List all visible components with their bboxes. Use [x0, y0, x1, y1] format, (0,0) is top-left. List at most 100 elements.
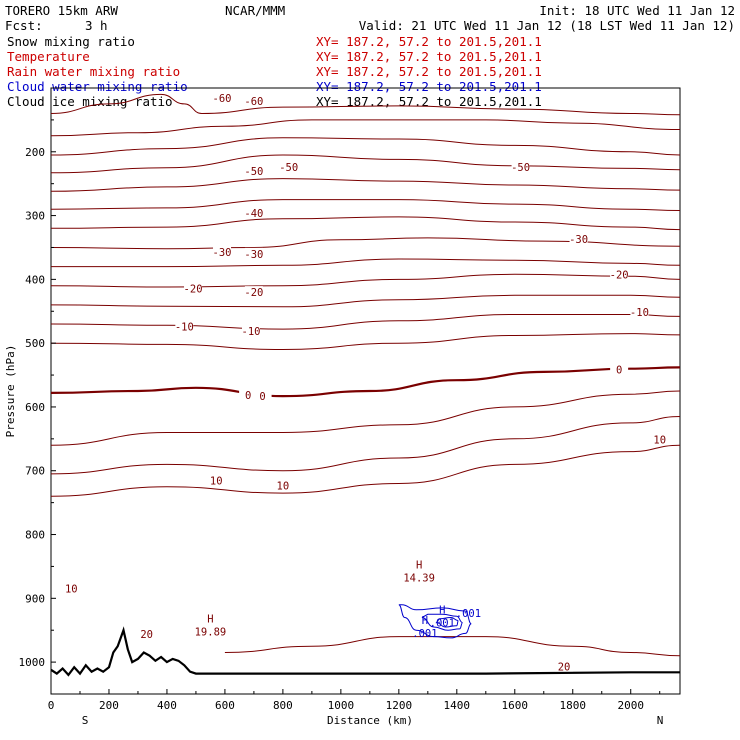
contour-label-bg: [175, 320, 194, 332]
contour-label-bg: [62, 582, 81, 594]
org-title: NCAR/MMM: [225, 3, 285, 18]
y-tick-label: 300: [25, 210, 45, 223]
temperature-contour-11: [50, 313, 681, 330]
legend-label-4: Cloud ice mixing ratio: [7, 94, 173, 109]
contour-label-2: -50: [244, 166, 263, 178]
annotation-value-3: .001: [430, 617, 455, 629]
temperature-contour-13: [50, 366, 681, 398]
y-tick-label: 600: [25, 401, 45, 414]
contour-label-bg: [244, 247, 263, 259]
contour-label-bg: [239, 388, 258, 400]
y-tick-label: 500: [25, 337, 45, 350]
contour-label-bg: [569, 233, 588, 245]
contour-label-4: -50: [511, 162, 530, 174]
contour-label-18: 10: [210, 475, 223, 487]
contour-label-22: 20: [140, 629, 153, 641]
contour-label-bg: [650, 433, 669, 445]
temperature-contour-17: [224, 636, 681, 657]
contour-label-6: -30: [213, 247, 232, 259]
fcst-label: Fcst:: [5, 18, 43, 33]
contour-label-bg: [184, 282, 203, 294]
valid-time: Valid: 21 UTC Wed 11 Jan 12 (18 LST Wed …: [359, 18, 735, 33]
annotation-h-3: H: [439, 604, 445, 616]
contour-label-10: -20: [244, 287, 263, 299]
contour-label-19: 10: [277, 480, 290, 492]
contour-label-bg: [244, 286, 263, 298]
y-tick-label: 400: [25, 273, 45, 286]
annotation-h-2: H: [422, 615, 428, 627]
annotation-value-1: 14.39: [403, 573, 435, 585]
temperature-contour-7: [50, 237, 681, 250]
contour-label-bg: [213, 245, 232, 257]
y-tick-label: 200: [25, 146, 45, 159]
contour-label-bg: [244, 164, 263, 176]
contour-label-bg: [244, 207, 263, 219]
contour-label-bg: [279, 161, 298, 173]
legend-label-3: Cloud water mixing ratio: [7, 79, 188, 94]
legend-label-0: Snow mixing ratio: [7, 34, 135, 49]
fcst-value: 3 h: [85, 18, 108, 33]
y-tick-label: 900: [25, 592, 45, 605]
contour-layer: [50, 93, 681, 677]
temperature-contour-3: [50, 154, 681, 174]
x-tick-label: 800: [273, 699, 293, 712]
contour-label-bg: [555, 660, 574, 672]
legend-xy-3: XY= 187.2, 57.2 to 201.5,201.1: [316, 79, 542, 94]
annotation-value-2: .001: [412, 628, 437, 640]
x-tick-label: 200: [99, 699, 119, 712]
contour-label-5: -40: [244, 208, 263, 220]
cloud-water-contour-1: [420, 613, 463, 631]
y-tick-label: 700: [25, 465, 45, 478]
temperature-contour-2: [50, 137, 681, 156]
contour-label-9: -20: [184, 283, 203, 295]
contour-label-bg: [213, 92, 232, 104]
x-tick-label: 1000: [328, 699, 355, 712]
contour-label-bg: [253, 390, 272, 402]
contour-label-13: -10: [242, 326, 261, 338]
contour-label-bg: [610, 363, 629, 375]
x-tick-label: 1200: [386, 699, 413, 712]
contour-label-15: 0: [245, 390, 251, 402]
contour-label-23: 20: [558, 662, 571, 674]
legend-label-2: Rain water mixing ratio: [7, 64, 180, 79]
y-axis-label: Pressure (hPa): [4, 345, 17, 438]
temperature-contour-9: [50, 273, 681, 288]
y-tick-label: 800: [25, 529, 45, 542]
contour-label-8: -30: [569, 234, 588, 246]
contour-label-17: 0: [616, 364, 622, 376]
legend-xy-1: XY= 187.2, 57.2 to 201.5,201.1: [316, 49, 542, 64]
init-time: Init: 18 UTC Wed 11 Jan 12: [539, 3, 735, 18]
contour-label-bg: [207, 474, 226, 486]
contour-label-7: -30: [244, 249, 263, 261]
x-tick-label: 400: [157, 699, 177, 712]
contour-label-1: -60: [244, 96, 263, 108]
contour-label-12: -10: [175, 322, 194, 334]
endpoint-left: S: [82, 714, 89, 727]
terrain-line: [50, 626, 680, 677]
y-tick-label: 1000: [19, 656, 46, 669]
contour-label-20: 10: [653, 434, 666, 446]
temperature-contour-0: [50, 93, 681, 116]
legend-xy-0: XY= 187.2, 57.2 to 201.5,201.1: [316, 34, 542, 49]
endpoint-right: N: [657, 714, 664, 727]
annotation-h-0: H: [207, 613, 213, 625]
temperature-contour-4: [50, 178, 681, 192]
temperature-contour-12: [50, 333, 681, 351]
legend-xy-4: XY= 187.2, 57.2 to 201.5,201.1: [316, 94, 542, 109]
x-axis-label: Distance (km): [327, 714, 413, 727]
annotation-h-1: H: [416, 560, 422, 572]
contour-label-21: 10: [65, 584, 78, 596]
contour-label-3: -50: [279, 162, 298, 174]
x-tick-label: 1400: [444, 699, 471, 712]
temperature-contour-5: [50, 199, 681, 211]
x-tick-label: 2000: [617, 699, 644, 712]
temperature-contour-6: [50, 216, 681, 231]
temperature-contour-16: [50, 444, 681, 497]
contour-label-bg: [630, 305, 649, 317]
cloud-water-contour-0: [398, 604, 472, 639]
contour-label-bg: [273, 479, 292, 491]
cloud-water-contour-2: [435, 616, 459, 628]
x-tick-label: 1800: [560, 699, 587, 712]
contour-label-bg: [511, 161, 530, 173]
